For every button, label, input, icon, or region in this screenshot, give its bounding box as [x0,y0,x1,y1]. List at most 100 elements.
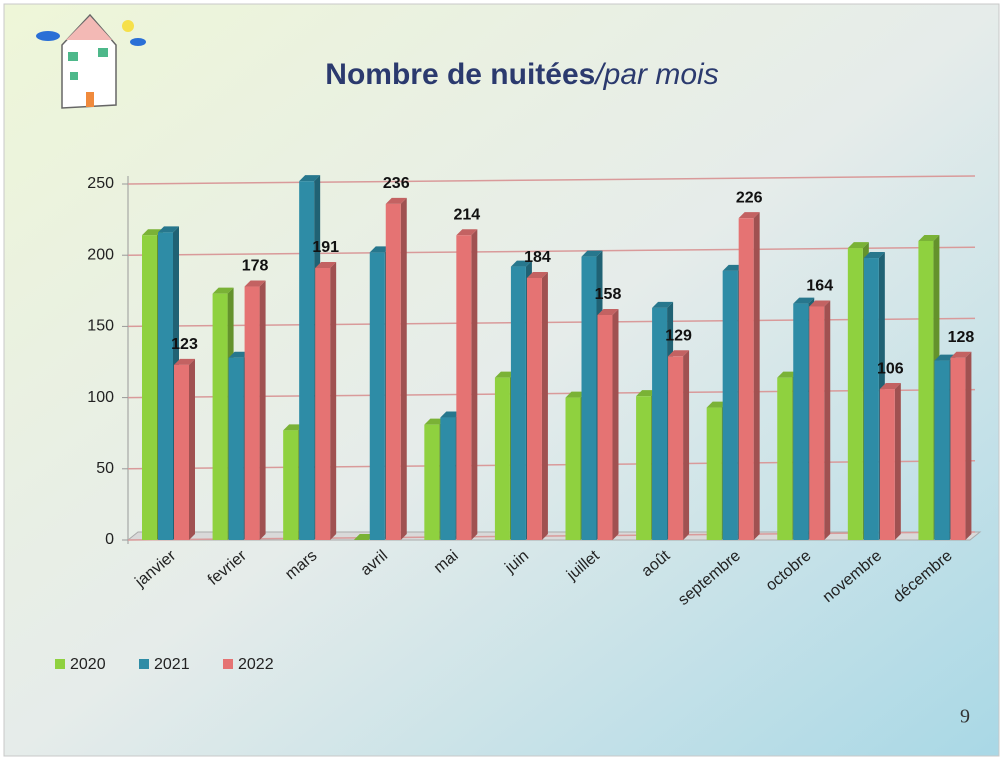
bar-top [847,242,869,249]
legend-swatch [223,659,233,669]
grid-line [127,175,976,185]
data-label: 226 [736,189,763,206]
bar [668,356,684,540]
bar-top [228,351,250,358]
legend-swatch [55,659,65,669]
bar [934,360,950,540]
grid-line [127,317,976,328]
chart-title: Nombre de nuitées/par mois [325,58,718,91]
bar-side [259,280,266,540]
bar-top [918,234,940,241]
bar-top [581,250,603,257]
bar-top [440,411,462,418]
bar-top [879,383,901,390]
data-label: 164 [806,278,833,295]
bar [847,248,863,540]
bar-top [777,371,799,378]
bar [510,266,526,540]
legend-label: 2022 [238,656,274,673]
bar-top [934,354,956,361]
grid-line [127,531,976,541]
title-main: Nombre de nuitées [325,58,595,91]
data-label: 129 [665,328,692,345]
bar-top [526,271,548,278]
bar [299,181,315,541]
y-tick-label: 200 [87,246,114,263]
y-tick-label: 150 [87,318,114,335]
bar-top [315,262,337,269]
bar [863,258,879,540]
bar [369,252,385,541]
bar [565,397,581,540]
bar-top [142,229,163,236]
bar [424,424,440,540]
legend-swatch [139,659,149,669]
page-number: 9 [960,706,970,728]
y-tick-label: 0 [105,531,114,548]
bar-top [636,390,658,397]
bar-side [965,351,972,540]
bar-side [330,262,337,540]
bar-top [950,351,972,358]
bar-top [424,418,446,425]
y-tick-label: 250 [87,175,114,192]
bar-side [189,358,195,540]
bar [918,240,934,540]
bar-top [158,226,179,233]
bar [212,293,228,540]
bar-side [400,197,407,540]
bar-top [353,534,375,540]
bar-top [385,197,407,204]
bar-top [283,424,305,431]
bar-top [738,212,760,219]
bar-top [244,280,266,287]
bar [879,389,895,540]
data-label: 158 [595,286,622,303]
bar-top [668,350,690,357]
grid-line [127,246,976,256]
bar-top [793,297,815,304]
bar-side [612,309,619,540]
bar [142,235,157,540]
bar [636,396,652,540]
legend-label: 2020 [70,656,106,673]
bar-top [809,300,831,307]
legend-label: 2021 [154,656,190,673]
bar [581,256,597,540]
grid-line [127,388,976,399]
bar [526,277,542,540]
data-label: 178 [242,258,269,275]
y-tick-label: 100 [87,389,114,406]
bar [793,303,809,540]
data-label: 191 [312,239,339,256]
bar-side [894,383,901,540]
bar [174,364,189,540]
bar [385,203,401,540]
bar-side [753,212,760,540]
bar-top [863,252,885,259]
grid-line [127,460,976,470]
title-sub: /par mois [593,58,718,91]
bar-top [565,391,587,398]
bar [777,377,793,540]
data-label: 123 [171,336,198,353]
data-label: 236 [383,175,410,192]
bar-side [541,271,548,540]
bar [158,232,173,540]
house-logo [36,13,146,109]
bar-top [722,264,744,271]
bar-top [456,229,478,236]
bar-top [369,246,391,253]
bar [738,218,754,540]
bar [283,430,299,540]
data-label: 214 [453,206,480,223]
bar-top [597,309,619,316]
bar-side [683,350,690,540]
bar-top [174,358,195,365]
data-label: 184 [524,249,551,266]
bar [440,417,456,540]
bar [494,377,510,540]
bar [652,307,668,540]
